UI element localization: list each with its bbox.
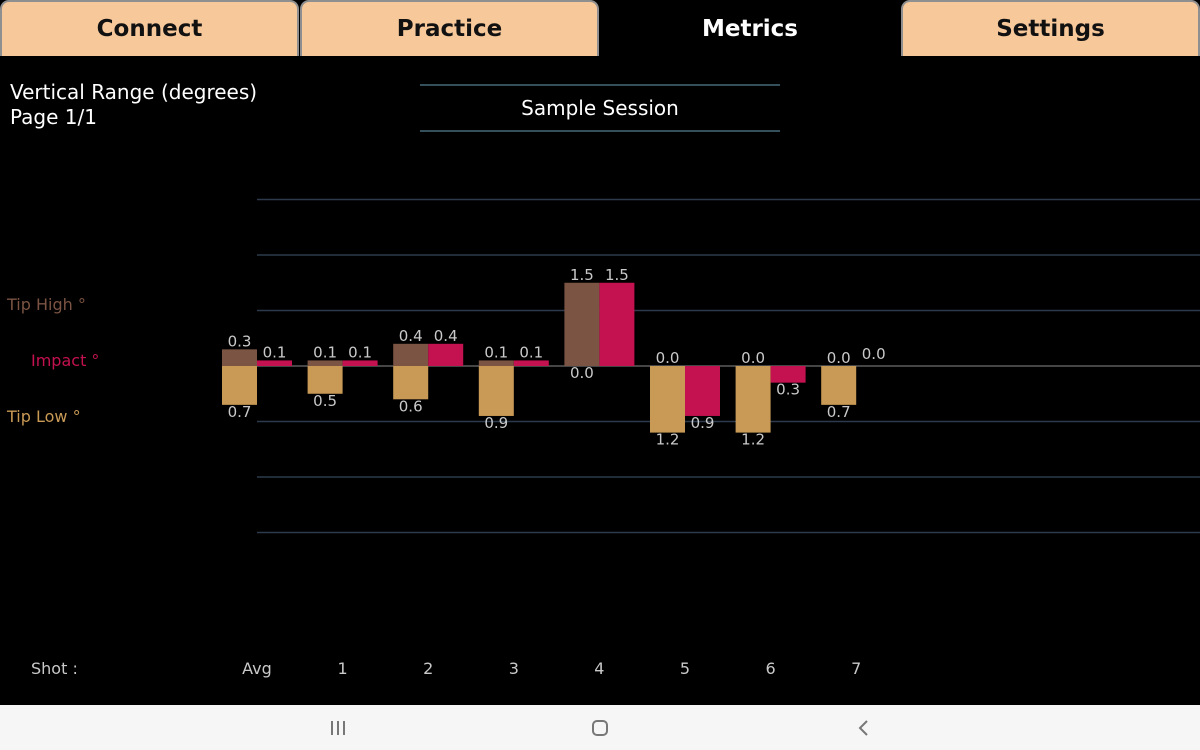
- x-tick-label: Avg: [242, 659, 272, 678]
- chart-legend: Tip High ° Impact ° Tip Low °: [6, 295, 99, 426]
- bar-tip-low: [222, 366, 257, 405]
- bar-tip-high: [564, 282, 600, 366]
- recent-apps-icon: [331, 720, 345, 735]
- label-tip-high: 0.0: [827, 349, 851, 367]
- label-impact: 0.4: [434, 327, 458, 345]
- home-button[interactable]: [570, 705, 630, 750]
- bar-impact: [342, 360, 378, 366]
- tab-practice-label: Practice: [396, 16, 503, 42]
- back-icon: [858, 719, 868, 736]
- label-impact: 0.9: [691, 414, 715, 432]
- session-name-label: Sample Session: [521, 96, 679, 120]
- tab-practice[interactable]: Practice: [300, 0, 599, 56]
- tab-bar: Connect Practice Metrics Settings: [0, 0, 1200, 58]
- session-name[interactable]: Sample Session: [420, 84, 780, 132]
- chart-bars: [222, 282, 857, 433]
- legend-item: Tip High °: [6, 295, 86, 314]
- bar-tip-high: [307, 360, 343, 366]
- label-impact: 0.1: [348, 343, 372, 361]
- x-tick-label: 2: [423, 659, 433, 678]
- label-tip-high: 0.1: [484, 343, 508, 361]
- label-tip-low: 1.2: [656, 431, 680, 449]
- bar-tip-low: [821, 366, 857, 405]
- chart-data-labels: 0.3 0.1 0.7 0.1 0.1 0.5 0.4 0.4 0.6 0.1 0.1 0.9 1.5 1…: [228, 266, 886, 449]
- label-tip-low: 0.7: [228, 403, 252, 421]
- tab-metrics-label: Metrics: [701, 16, 799, 42]
- chart-x-axis: Shot : Avg 1 2 3 4 5 6 7: [31, 659, 861, 678]
- x-axis-title: Shot :: [31, 659, 78, 678]
- bar-impact: [513, 360, 549, 366]
- x-tick-label: 4: [594, 659, 604, 678]
- bar-tip-high: [393, 343, 429, 366]
- bar-tip-low: [393, 366, 429, 400]
- system-nav-bar: [0, 705, 1200, 750]
- label-tip-high: 0.0: [656, 349, 680, 367]
- recent-apps-button[interactable]: [308, 705, 368, 750]
- bar-tip-low: [307, 366, 343, 394]
- bar-impact: [685, 366, 720, 416]
- label-tip-high: 1.5: [570, 266, 594, 284]
- x-tick-label: 5: [680, 659, 690, 678]
- chart-gridlines: [222, 198, 1200, 534]
- tab-connect[interactable]: Connect: [0, 0, 299, 56]
- bar-tip-high: [222, 349, 257, 366]
- label-impact: 0.3: [776, 381, 800, 399]
- label-tip-high: 0.3: [228, 332, 252, 350]
- label-tip-high: 0.0: [741, 349, 765, 367]
- legend-item: Impact °: [31, 351, 99, 370]
- bar-tip-low: [650, 366, 685, 433]
- tab-connect-label: Connect: [96, 16, 203, 42]
- label-impact: 0.1: [519, 343, 543, 361]
- label-impact: 1.5: [605, 266, 629, 284]
- bar-tip-high: [478, 360, 514, 366]
- label-impact: 0.0: [862, 345, 886, 363]
- label-tip-low: 0.5: [313, 392, 337, 410]
- label-tip-low: 0.6: [399, 397, 423, 415]
- metric-title: Vertical Range (degrees): [10, 80, 258, 104]
- label-tip-low: 0.7: [827, 403, 851, 421]
- metric-header: Vertical Range (degrees) Page 1/1: [10, 80, 257, 130]
- bar-tip-low: [735, 366, 771, 433]
- tab-metrics[interactable]: Metrics: [600, 0, 900, 56]
- back-button[interactable]: [834, 705, 894, 750]
- bar-impact: [599, 282, 635, 366]
- x-tick-label: 3: [509, 659, 519, 678]
- vertical-range-chart: 0.3 0.1 0.7 0.1 0.1 0.5 0.4 0.4 0.6 0.1 0.1 0.9 1.5 1…: [6, 198, 1200, 678]
- x-tick-label: 6: [766, 659, 776, 678]
- label-tip-high: 0.1: [313, 343, 337, 361]
- tab-settings[interactable]: Settings: [901, 0, 1200, 56]
- tab-settings-label: Settings: [996, 16, 1105, 42]
- x-tick-label: 1: [338, 659, 348, 678]
- home-icon: [592, 719, 608, 736]
- page-indicator: Page 1/1: [10, 105, 97, 129]
- label-tip-high: 0.4: [399, 327, 423, 345]
- legend-item: Tip Low °: [6, 407, 81, 426]
- x-tick-label: 7: [851, 659, 861, 678]
- bar-impact: [770, 366, 806, 383]
- label-tip-low: 0.0: [570, 364, 594, 382]
- label-tip-low: 1.2: [741, 431, 765, 449]
- bar-impact: [257, 360, 292, 366]
- bar-impact: [428, 343, 464, 366]
- label-impact: 0.1: [263, 343, 287, 361]
- label-tip-low: 0.9: [484, 414, 508, 432]
- bar-tip-low: [478, 366, 514, 416]
